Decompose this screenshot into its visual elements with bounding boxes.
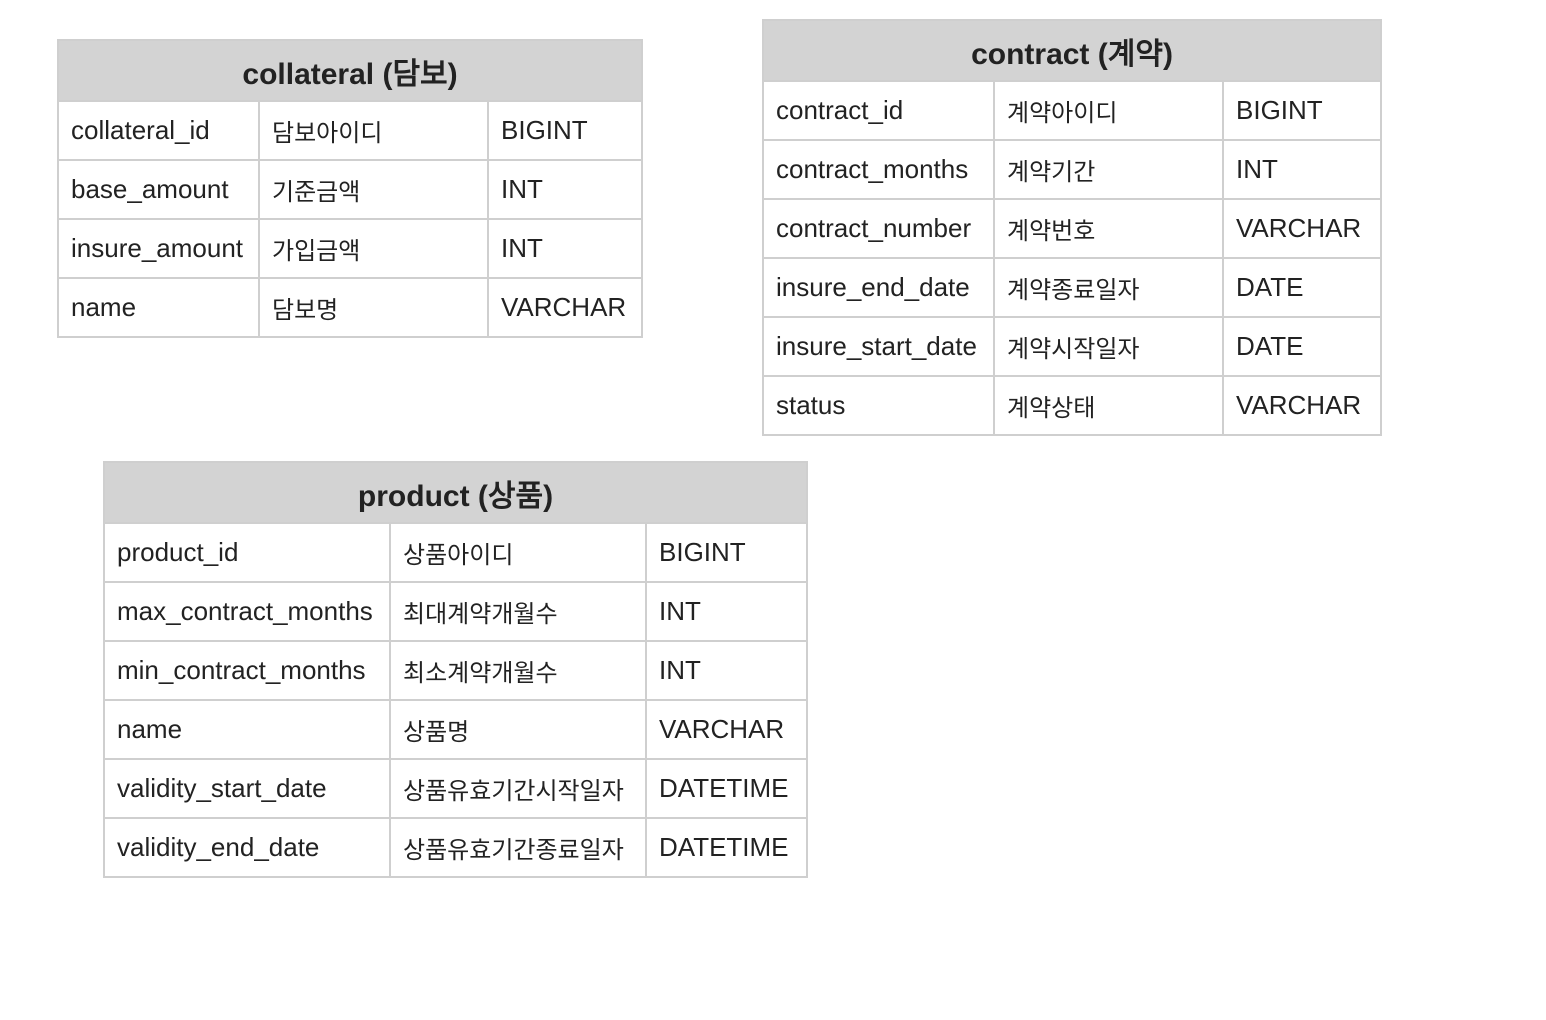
table-row: insure_end_date 계약종료일자 DATE — [762, 257, 1383, 318]
column-name-cell: insure_start_date — [762, 316, 995, 377]
column-label-cell: 담보아이디 — [258, 100, 489, 161]
column-label-cell: 계약번호 — [993, 198, 1224, 259]
column-name-cell: validity_end_date — [103, 817, 391, 878]
column-name-cell: name — [103, 699, 391, 760]
column-label-cell: 상품유효기간시작일자 — [389, 758, 647, 819]
column-label-cell: 담보명 — [258, 277, 489, 338]
table-row: contract_number 계약번호 VARCHAR — [762, 198, 1383, 259]
column-type-cell: BIGINT — [644, 522, 809, 583]
collateral-header-row: collateral (담보) — [56, 39, 644, 102]
table-row: name 담보명 VARCHAR — [57, 277, 644, 338]
table-row: contract_id 계약아이디 BIGINT — [762, 80, 1383, 141]
column-name-cell: status — [762, 375, 995, 436]
table-row: max_contract_months 최대계약개월수 INT — [103, 581, 809, 642]
contract-header-row: contract (계약) — [761, 19, 1383, 82]
column-label-cell: 최대계약개월수 — [389, 581, 647, 642]
column-name-cell: insure_end_date — [762, 257, 995, 318]
column-label-cell: 계약기간 — [993, 139, 1224, 200]
table-row: min_contract_months 최소계약개월수 INT — [103, 640, 809, 701]
column-type-cell: VARCHAR — [644, 699, 809, 760]
column-type-cell: VARCHAR — [1221, 375, 1383, 436]
contract-table-title: contract (계약) — [761, 19, 1383, 82]
column-type-cell: DATE — [1221, 257, 1383, 318]
column-label-cell: 상품유효기간종료일자 — [389, 817, 647, 878]
table-row: validity_end_date 상품유효기간종료일자 DATETIME — [103, 817, 809, 878]
column-label-cell: 최소계약개월수 — [389, 640, 647, 701]
table-row: name 상품명 VARCHAR — [103, 699, 809, 760]
table-row: validity_start_date 상품유효기간시작일자 DATETIME — [103, 758, 809, 819]
column-type-cell: DATE — [1221, 316, 1383, 377]
table-row: insure_amount 가입금액 INT — [57, 218, 644, 279]
column-name-cell: contract_id — [762, 80, 995, 141]
collateral-table-title: collateral (담보) — [56, 39, 644, 102]
column-type-cell: VARCHAR — [486, 277, 644, 338]
column-name-cell: contract_number — [762, 198, 995, 259]
column-label-cell: 기준금액 — [258, 159, 489, 220]
table-row: base_amount 기준금액 INT — [57, 159, 644, 220]
column-type-cell: INT — [1221, 139, 1383, 200]
column-type-cell: INT — [644, 640, 809, 701]
column-type-cell: DATETIME — [644, 758, 809, 819]
column-name-cell: collateral_id — [57, 100, 260, 161]
column-name-cell: max_contract_months — [103, 581, 391, 642]
table-row: product_id 상품아이디 BIGINT — [103, 522, 809, 583]
product-table: product (상품) product_id 상품아이디 BIGINT max… — [102, 461, 809, 878]
column-label-cell: 계약종료일자 — [993, 257, 1224, 318]
table-row: collateral_id 담보아이디 BIGINT — [57, 100, 644, 161]
column-label-cell: 상품명 — [389, 699, 647, 760]
column-label-cell: 계약아이디 — [993, 80, 1224, 141]
contract-table: contract (계약) contract_id 계약아이디 BIGINT c… — [761, 19, 1383, 436]
collateral-table: collateral (담보) collateral_id 담보아이디 BIGI… — [56, 39, 644, 338]
column-name-cell: min_contract_months — [103, 640, 391, 701]
column-label-cell: 계약시작일자 — [993, 316, 1224, 377]
column-name-cell: base_amount — [57, 159, 260, 220]
table-row: insure_start_date 계약시작일자 DATE — [762, 316, 1383, 377]
column-type-cell: BIGINT — [1221, 80, 1383, 141]
column-type-cell: INT — [486, 159, 644, 220]
column-label-cell: 계약상태 — [993, 375, 1224, 436]
column-name-cell: insure_amount — [57, 218, 260, 279]
column-type-cell: VARCHAR — [1221, 198, 1383, 259]
column-type-cell: BIGINT — [486, 100, 644, 161]
column-name-cell: contract_months — [762, 139, 995, 200]
column-name-cell: validity_start_date — [103, 758, 391, 819]
table-row: status 계약상태 VARCHAR — [762, 375, 1383, 436]
column-name-cell: product_id — [103, 522, 391, 583]
column-label-cell: 상품아이디 — [389, 522, 647, 583]
column-type-cell: DATETIME — [644, 817, 809, 878]
column-type-cell: INT — [644, 581, 809, 642]
product-table-title: product (상품) — [102, 461, 809, 524]
column-label-cell: 가입금액 — [258, 218, 489, 279]
product-header-row: product (상품) — [102, 461, 809, 524]
column-name-cell: name — [57, 277, 260, 338]
table-row: contract_months 계약기간 INT — [762, 139, 1383, 200]
column-type-cell: INT — [486, 218, 644, 279]
